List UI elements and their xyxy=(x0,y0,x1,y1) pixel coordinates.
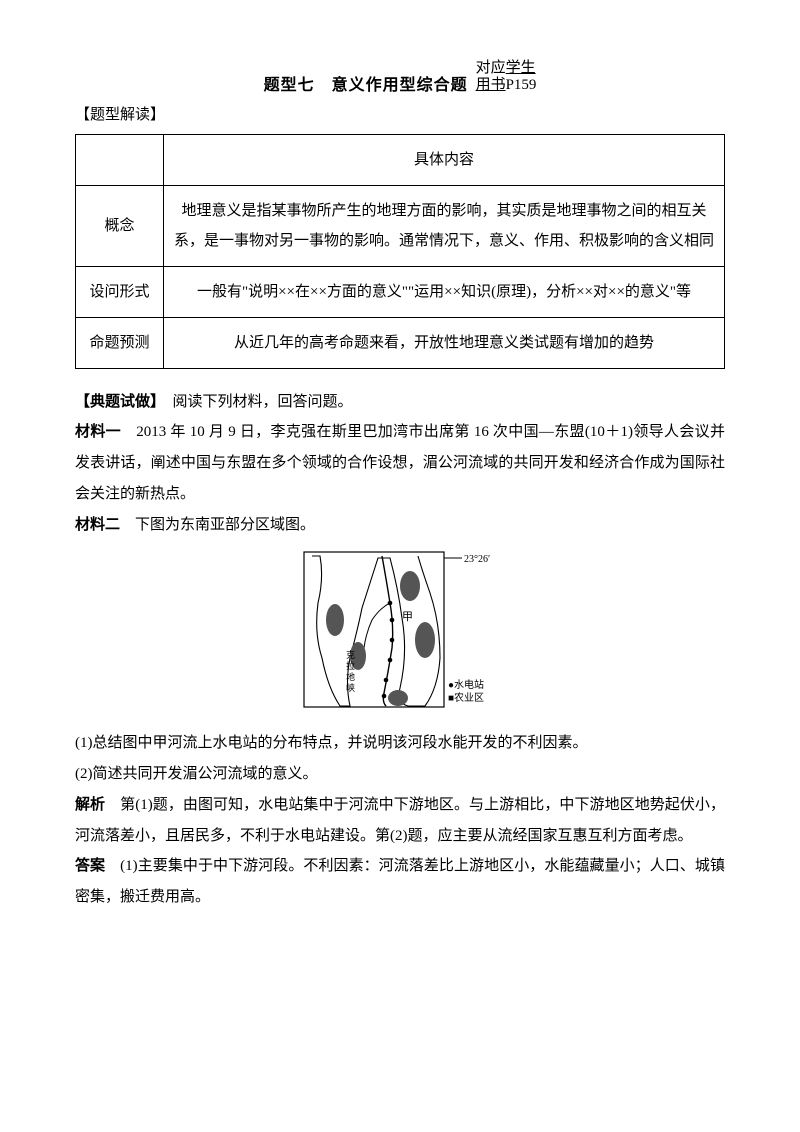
station-dot xyxy=(390,618,395,623)
river-tributary xyxy=(364,603,390,648)
question-type-title: 题型七 意义作用型综合题 xyxy=(264,71,468,95)
student-note-l2u: 用书 xyxy=(476,77,506,93)
river-line xyxy=(382,556,393,706)
row-label-forecast: 命题预测 xyxy=(76,317,164,368)
student-note-l1: 对应 xyxy=(476,60,506,76)
kra-label-4: 峡 xyxy=(346,682,355,693)
question-2: (2)简述共同开发湄公河流域的意义。 xyxy=(75,759,725,790)
material-two: 材料二 下图为东南亚部分区域图。 xyxy=(75,510,725,541)
table-row: 命题预测 从近几年的高考命题来看，开放性地理意义类试题有增加的趋势 xyxy=(76,317,725,368)
material-one-label: 材料一 xyxy=(75,423,121,440)
analysis-text: 第(1)题，由图可知，水电站集中于河流中下游地区。与上游相比，中下游地区地势起伏… xyxy=(75,797,725,844)
station-dot xyxy=(390,638,395,643)
table-row: 具体内容 xyxy=(76,134,725,185)
section-interpretation: 【题型解读】 xyxy=(75,103,725,124)
row-content-forecast: 从近几年的高考命题来看，开放性地理意义类试题有增加的趋势 xyxy=(164,317,725,368)
student-book-ref: 对应学生 用书P159 xyxy=(476,60,537,95)
answer: 答案 (1)主要集中于中下游河段。不利因素：河流落差比上游地区小，水能蕴藏量小；… xyxy=(75,851,725,913)
row-label-concept: 概念 xyxy=(76,185,164,266)
table-header-content: 具体内容 xyxy=(164,134,725,185)
material-two-text: 下图为东南亚部分区域图。 xyxy=(120,517,315,533)
row-content-concept: 地理意义是指某事物所产生的地理方面的影响，其实质是地理事物之间的相互关系，是一事… xyxy=(164,185,725,266)
material-one-text: 2013 年 10 月 9 日，李克强在斯里巴加湾市出席第 16 次中国—东盟(… xyxy=(75,424,725,502)
station-dot xyxy=(388,601,393,606)
agri-patch xyxy=(326,604,344,636)
concept-table: 具体内容 概念 地理意义是指某事物所产生的地理方面的影响，其实质是地理事物之间的… xyxy=(75,134,725,369)
answer-text: (1)主要集中于中下游河段。不利因素：河流落差比上游地区小，水能蕴藏量小；人口、… xyxy=(75,858,725,905)
station-dot xyxy=(384,678,389,683)
kra-label-3: 地 xyxy=(346,671,355,682)
agri-patch xyxy=(400,571,420,601)
kra-label-1: 克 xyxy=(346,650,355,660)
row-content-form: 一般有"说明××在××方面的意义""运用××知识(原理)，分析××对××的意义"… xyxy=(164,266,725,317)
row-label-form: 设问形式 xyxy=(76,266,164,317)
student-note-l1u: 学生 xyxy=(506,60,536,76)
student-note-l2: P159 xyxy=(506,77,537,93)
material-one: 材料一 2013 年 10 月 9 日，李克强在斯里巴加湾市出席第 16 次中国… xyxy=(75,417,725,509)
agri-patch xyxy=(415,622,435,658)
analysis: 解析 第(1)题，由图可知，水电站集中于河流中下游地区。与上游相比，中下游地区地… xyxy=(75,790,725,852)
jia-label: 甲 xyxy=(402,611,413,623)
southeast-asia-map: 23°26′ 甲 克 拉 地 峡 ●水电站 ■农业区 xyxy=(290,548,510,718)
practice-heading-bold: 【典题试做】 xyxy=(75,393,158,410)
agri-patch xyxy=(388,690,408,706)
legend-station: ●水电站 xyxy=(448,678,484,691)
analysis-label: 解析 xyxy=(75,796,105,813)
legend-agri: ■农业区 xyxy=(448,691,484,704)
practice-heading: 【典题试做】 阅读下列材料，回答问题。 xyxy=(75,387,725,418)
material-two-label: 材料二 xyxy=(75,516,120,533)
tropic-label: 23°26′ xyxy=(464,554,490,565)
station-dot xyxy=(388,658,393,663)
question-1: (1)总结图中甲河流上水电站的分布特点，并说明该河段水能开发的不利因素。 xyxy=(75,728,725,759)
table-header-empty xyxy=(76,134,164,185)
station-dot xyxy=(382,694,387,699)
table-row: 设问形式 一般有"说明××在××方面的意义""运用××知识(原理)，分析××对×… xyxy=(76,266,725,317)
practice-heading-rest: 阅读下列材料，回答问题。 xyxy=(158,394,353,410)
table-row: 概念 地理意义是指某事物所产生的地理方面的影响，其实质是地理事物之间的相互关系，… xyxy=(76,185,725,266)
kra-label-2: 拉 xyxy=(346,660,355,671)
answer-label: 答案 xyxy=(75,857,105,874)
